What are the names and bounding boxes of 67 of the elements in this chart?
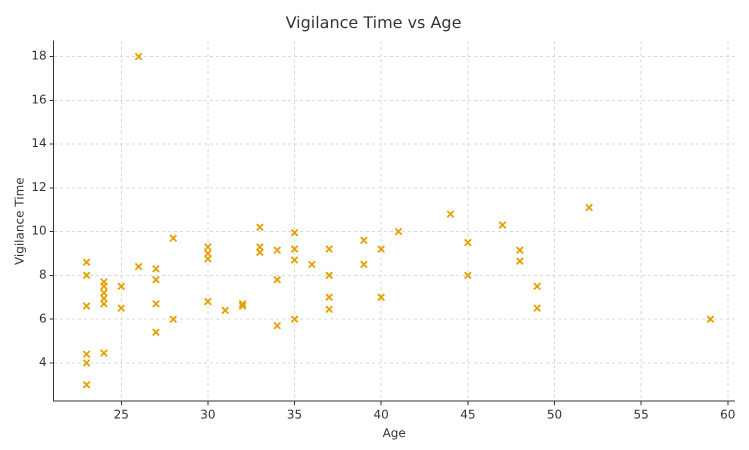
- point: [533, 304, 542, 312]
- x-tick-label: 30: [200, 408, 216, 422]
- x-tick-label: 40: [374, 408, 389, 422]
- point: [585, 203, 594, 212]
- point: [134, 52, 143, 61]
- point: [464, 238, 472, 247]
- y-tick-label: 18: [31, 48, 47, 63]
- y-tick-label: 4: [39, 355, 47, 370]
- y-axis-title: Vigilance Time: [12, 177, 26, 266]
- point: [325, 245, 334, 254]
- point: [325, 293, 334, 302]
- point: [204, 298, 212, 306]
- point: [134, 262, 143, 271]
- point: [238, 302, 247, 310]
- point: [82, 380, 91, 389]
- point: [516, 257, 524, 266]
- point: [360, 236, 368, 244]
- y-tick-label: 16: [31, 92, 47, 106]
- point: [308, 260, 316, 269]
- y-tick-label: 12: [31, 180, 47, 194]
- point: [152, 276, 160, 284]
- y-tick-label: 6: [39, 311, 47, 326]
- point: [377, 245, 386, 254]
- point: [273, 322, 282, 330]
- point: [290, 245, 299, 254]
- point: [498, 220, 507, 230]
- x-tick-label: 35: [286, 408, 302, 422]
- point: [256, 223, 264, 232]
- point: [100, 278, 108, 286]
- x-tick-label: 45: [460, 408, 476, 422]
- x-tick-label: 50: [546, 408, 562, 422]
- point: [533, 282, 542, 290]
- point: [325, 305, 334, 314]
- point: [152, 328, 160, 336]
- point: [446, 210, 455, 218]
- y-tick-label: 8: [39, 267, 47, 282]
- chart-title: Vigilance Time vs Age: [286, 12, 462, 32]
- point: [82, 258, 91, 266]
- point: [273, 246, 282, 254]
- point: [152, 300, 160, 308]
- point: [377, 293, 386, 302]
- x-tick-label: 25: [114, 408, 129, 422]
- x-tick-label: 55: [633, 408, 649, 422]
- point: [325, 271, 334, 280]
- x-axis-title: Age: [382, 426, 406, 440]
- point: [117, 282, 126, 290]
- point: [117, 304, 126, 312]
- point: [238, 300, 247, 308]
- point: [706, 315, 715, 324]
- point: [82, 302, 91, 310]
- point: [273, 276, 282, 284]
- x-tick-label: 60: [720, 408, 736, 422]
- point: [464, 271, 472, 280]
- point: [516, 246, 524, 254]
- point: [360, 260, 368, 269]
- point: [82, 271, 91, 280]
- point: [290, 228, 299, 237]
- point: [290, 256, 299, 264]
- y-tick-label: 14: [31, 136, 47, 150]
- point: [394, 228, 403, 236]
- point: [100, 348, 108, 358]
- point: [169, 315, 178, 324]
- point: [152, 264, 160, 273]
- point: [290, 315, 299, 324]
- point: [169, 234, 178, 242]
- point: [221, 306, 230, 314]
- y-tick-label: 10: [31, 224, 47, 238]
